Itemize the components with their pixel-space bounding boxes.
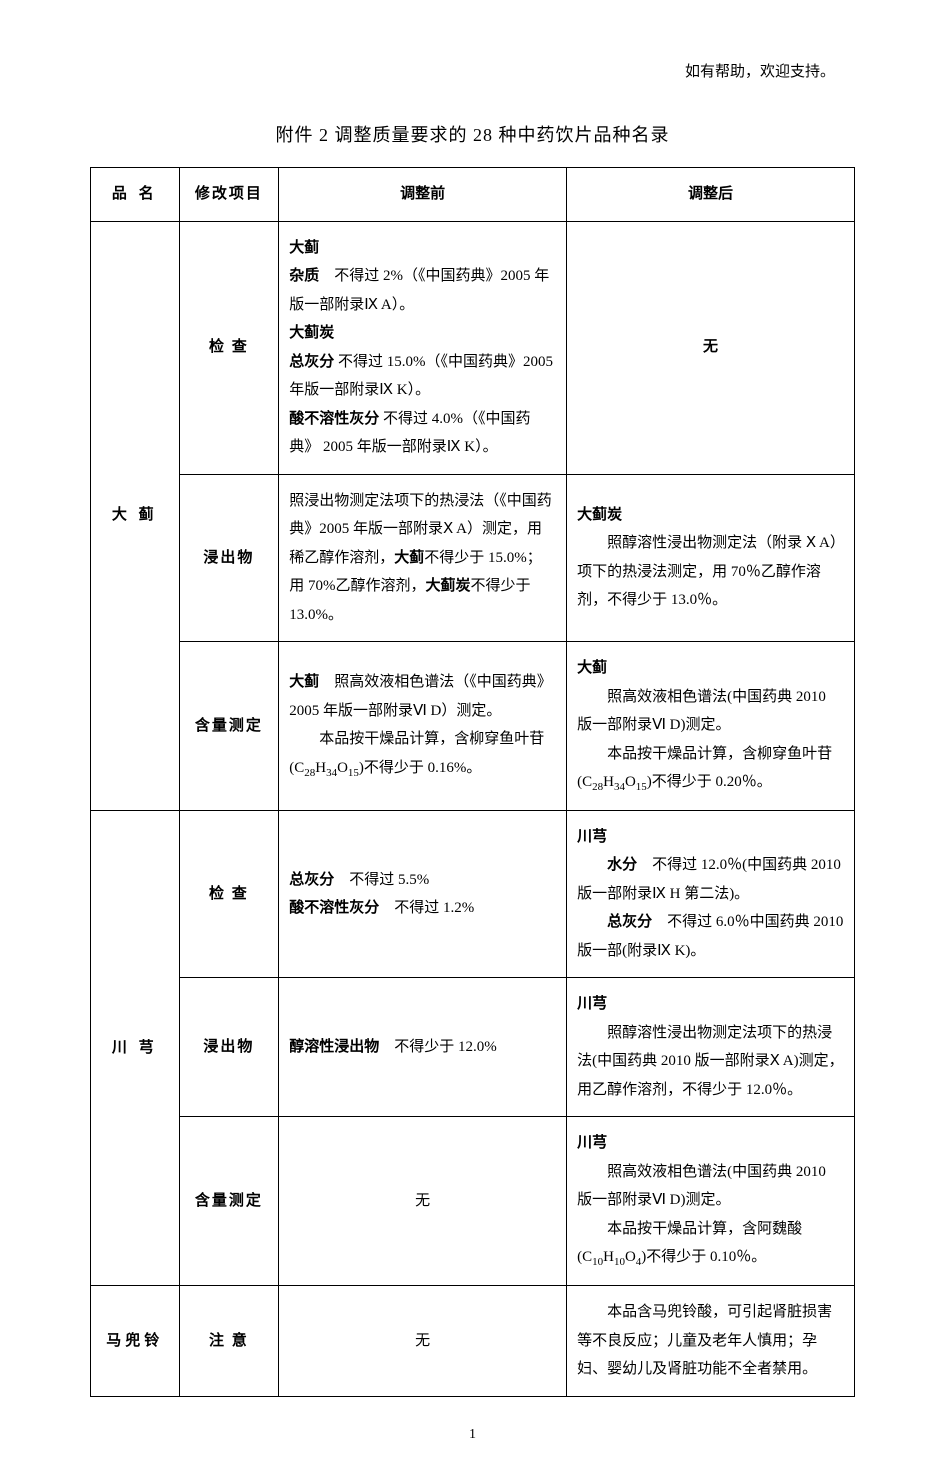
table-header-row: 品 名 修改项目 调整前 调整后 [91, 168, 855, 222]
table-row: 含量测定大蓟 照高效液相色谱法（《中国药典》 2005 年版一部附录Ⅵ D）测定… [91, 642, 855, 811]
cell-after: 川芎 照高效液相色谱法(中国药典 2010 版一部附录Ⅵ D)测定。 本品按干燥… [567, 1117, 855, 1286]
cell-after: 本品含马兜铃酸，可引起肾脏损害等不良反应；儿童及老年人慎用；孕妇、婴幼儿及肾脏功… [567, 1286, 855, 1397]
cell-item: 含量测定 [179, 642, 279, 811]
table-row: 川 芎检 查总灰分 不得过 5.5%酸不溶性灰分 不得过 1.2%川芎 水分 不… [91, 810, 855, 978]
cell-before: 无 [279, 1286, 567, 1397]
table-row: 大 蓟检 查大蓟杂质 不得过 2%（《中国药典》2005 年版一部附录Ⅸ A）。… [91, 221, 855, 474]
cell-item: 注 意 [179, 1286, 279, 1397]
header-after: 调整后 [567, 168, 855, 222]
cell-before: 照浸出物测定法项下的热浸法（《中国药典》2005 年版一部附录Ⅹ A）测定，用稀… [279, 474, 567, 642]
cell-after: 无 [567, 221, 855, 474]
table-row: 浸出物醇溶性浸出物 不得少于 12.0%川芎 照醇溶性浸出物测定法项下的热浸法(… [91, 978, 855, 1117]
header-item: 修改项目 [179, 168, 279, 222]
cell-name: 马兜铃 [91, 1286, 180, 1397]
table-row: 浸出物照浸出物测定法项下的热浸法（《中国药典》2005 年版一部附录Ⅹ A）测定… [91, 474, 855, 642]
cell-before: 醇溶性浸出物 不得少于 12.0% [279, 978, 567, 1117]
cell-after: 大蓟炭 照醇溶性浸出物测定法（附录 Ⅹ A）项下的热浸法测定，用 70％乙醇作溶… [567, 474, 855, 642]
cell-before: 无 [279, 1117, 567, 1286]
page-number: 1 [90, 1427, 855, 1443]
cell-before: 大蓟杂质 不得过 2%（《中国药典》2005 年版一部附录Ⅸ A）。大蓟炭总灰分… [279, 221, 567, 474]
cell-name: 大 蓟 [91, 221, 180, 810]
table-row: 马兜铃注 意无 本品含马兜铃酸，可引起肾脏损害等不良反应；儿童及老年人慎用；孕妇… [91, 1286, 855, 1397]
header-before: 调整前 [279, 168, 567, 222]
cell-after: 川芎 水分 不得过 12.0％(中国药典 2010 版一部附录Ⅸ H 第二法)。… [567, 810, 855, 978]
cell-item: 浸出物 [179, 978, 279, 1117]
cell-item: 浸出物 [179, 474, 279, 642]
cell-item: 检 查 [179, 221, 279, 474]
header-note: 如有帮助，欢迎支持。 [90, 60, 835, 81]
cell-name: 川 芎 [91, 810, 180, 1285]
cell-item: 检 查 [179, 810, 279, 978]
cell-before: 总灰分 不得过 5.5%酸不溶性灰分 不得过 1.2% [279, 810, 567, 978]
header-name: 品 名 [91, 168, 180, 222]
cell-after: 川芎 照醇溶性浸出物测定法项下的热浸法(中国药典 2010 版一部附录Ⅹ A)测… [567, 978, 855, 1117]
table-row: 含量测定无川芎 照高效液相色谱法(中国药典 2010 版一部附录Ⅵ D)测定。 … [91, 1117, 855, 1286]
cell-before: 大蓟 照高效液相色谱法（《中国药典》 2005 年版一部附录Ⅵ D）测定。 本品… [279, 642, 567, 811]
document-title: 附件 2 调整质量要求的 28 种中药饮片品种名录 [90, 121, 855, 147]
cell-after: 大蓟 照高效液相色谱法(中国药典 2010 版一部附录Ⅵ D)测定。 本品按干燥… [567, 642, 855, 811]
cell-item: 含量测定 [179, 1117, 279, 1286]
main-table: 品 名 修改项目 调整前 调整后 大 蓟检 查大蓟杂质 不得过 2%（《中国药典… [90, 167, 855, 1397]
